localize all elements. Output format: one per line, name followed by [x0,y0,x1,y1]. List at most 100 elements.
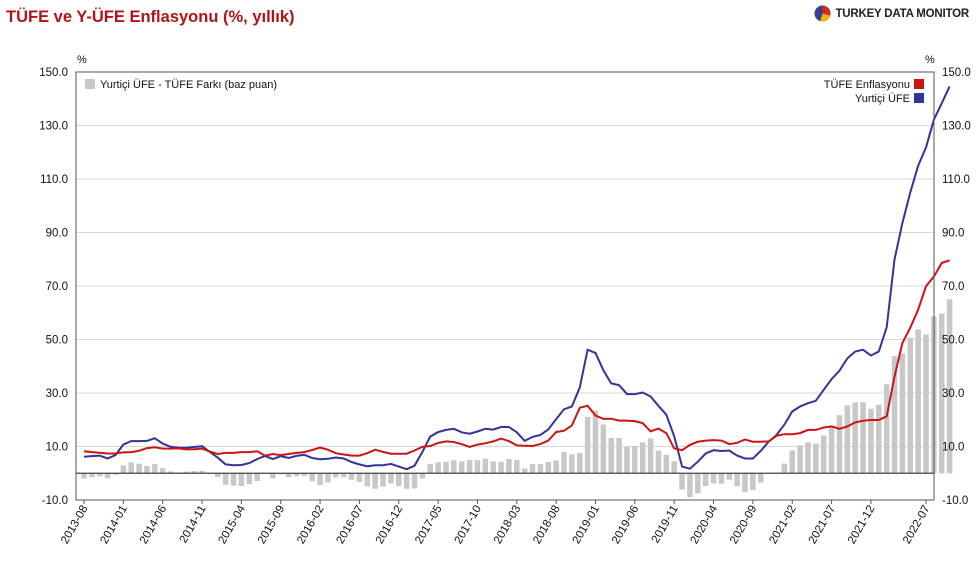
diff-bar [167,471,174,474]
x-tick-label: 2014-06 [138,504,170,547]
diff-bar [844,405,851,474]
diff-bar [159,468,166,474]
x-tick-label: 2016-02 [295,504,327,547]
legend-swatch-tufe [914,79,924,89]
diff-bar [553,460,559,474]
diff-bar [364,473,371,487]
legend-swatch-diff [85,79,95,89]
diff-bar [907,337,914,474]
x-tick-label: 2015-04 [216,503,248,546]
x-tick-label: 2019-11 [650,504,681,546]
diff-bar [757,473,764,483]
diff-bar [458,461,465,474]
diff-bar [112,473,119,475]
brand-name: TURKEY DATA MONITOR [835,7,969,20]
diff-bar [616,437,622,474]
diff-bar [718,473,725,484]
legend-right: TÜFE Enflasyonu Yurtiçi ÜFE [824,79,924,105]
diff-bar [136,463,142,474]
diff-bar [451,460,457,474]
y-tick-label-right: 30.0 [942,388,964,400]
x-tick-label: 2017-05 [413,504,445,547]
diff-bar [828,425,835,474]
diff-bar [506,459,512,474]
ufe-series-line [83,85,951,471]
diff-bar [734,473,740,487]
legend-label-diff: Yurtiçi ÜFE - TÜFE Farkı (baz puan) [100,79,277,91]
diff-bar [199,470,205,474]
diff-bar [96,473,103,477]
diff-bar [254,473,260,482]
diff-bar [333,473,339,478]
diff-bar [938,313,945,474]
y-tick-label-left: 50.0 [46,335,68,347]
diff-bar [521,468,528,474]
y-tick-label-right: 50.0 [942,335,964,347]
diff-bar [120,465,127,474]
x-tick-label: 2015-09 [256,504,288,547]
diff-bar [899,353,906,474]
diff-bar [325,473,331,483]
diff-bar [356,473,363,483]
diff-bar [403,473,410,489]
x-tick-label: 2016-07 [335,504,367,547]
diff-bar [128,462,134,474]
tufe-series-line [83,259,950,457]
y-tick-label-left: 10.0 [46,442,68,454]
x-tick-label: 2016-12 [374,504,406,547]
legend-swatch-ufe [914,93,924,103]
diff-bar [411,473,418,489]
diff-bar [104,473,111,479]
diff-bar [388,473,394,484]
diff-bar [545,462,552,474]
diff-bar [608,437,614,474]
diff-bar [537,464,544,474]
diff-bar [348,473,355,480]
x-tick-label: 2020-04 [689,503,721,546]
diff-bar [372,473,378,489]
x-tick-label: 2019-01 [571,504,603,547]
y-tick-label-left: 130.0 [39,121,68,133]
diff-bar [238,473,245,487]
diff-bar [702,473,709,487]
diff-bar [891,356,898,474]
diff-bar [443,461,449,474]
diff-bar [695,473,701,494]
diff-bar [624,446,630,474]
diff-bar [726,473,733,480]
diff-bar [671,461,677,474]
diff-bar [600,424,607,474]
diff-bar [820,435,827,474]
y-tick-label-right: -10.0 [942,495,968,507]
diff-bar [215,473,221,477]
diff-bar [679,473,685,490]
grid-lines [76,71,934,501]
legend-label-ufe: Yurtiçi ÜFE [855,93,910,105]
y-tick-label-right: 90.0 [942,228,964,240]
x-tick-label: 2014-01 [98,504,130,547]
y-tick-label-left: 30.0 [46,388,68,400]
diff-bar [687,473,693,498]
x-tick-label: 2013-08 [59,504,91,547]
diff-bar [529,464,536,474]
plot-frame [75,71,935,501]
diff-bar [915,329,921,474]
pie-logo-icon [814,5,831,22]
diff-bar [923,334,929,474]
diff-bar [285,473,292,478]
x-tick-label: 2021-02 [767,504,799,547]
diff-bar [655,450,662,474]
diff-bar [813,443,819,474]
diff-bar [868,408,874,474]
y-tick-label-left: -10.0 [42,495,68,507]
diff-bar [584,417,591,474]
diff-bar [860,402,866,474]
diff-bar [946,299,953,474]
diff-bar [466,459,473,474]
x-tick-label: 2017-10 [453,504,485,547]
axes: 150.0 150.0 130.0 130.0 110.0 110.0 90.0 90.0 70… [39,67,971,546]
y-tick-label-left: 110.0 [40,174,68,186]
diff-bar [419,473,426,479]
brand-logo: TURKEY DATA MONITOR [814,5,969,22]
diff-bar [474,460,481,474]
